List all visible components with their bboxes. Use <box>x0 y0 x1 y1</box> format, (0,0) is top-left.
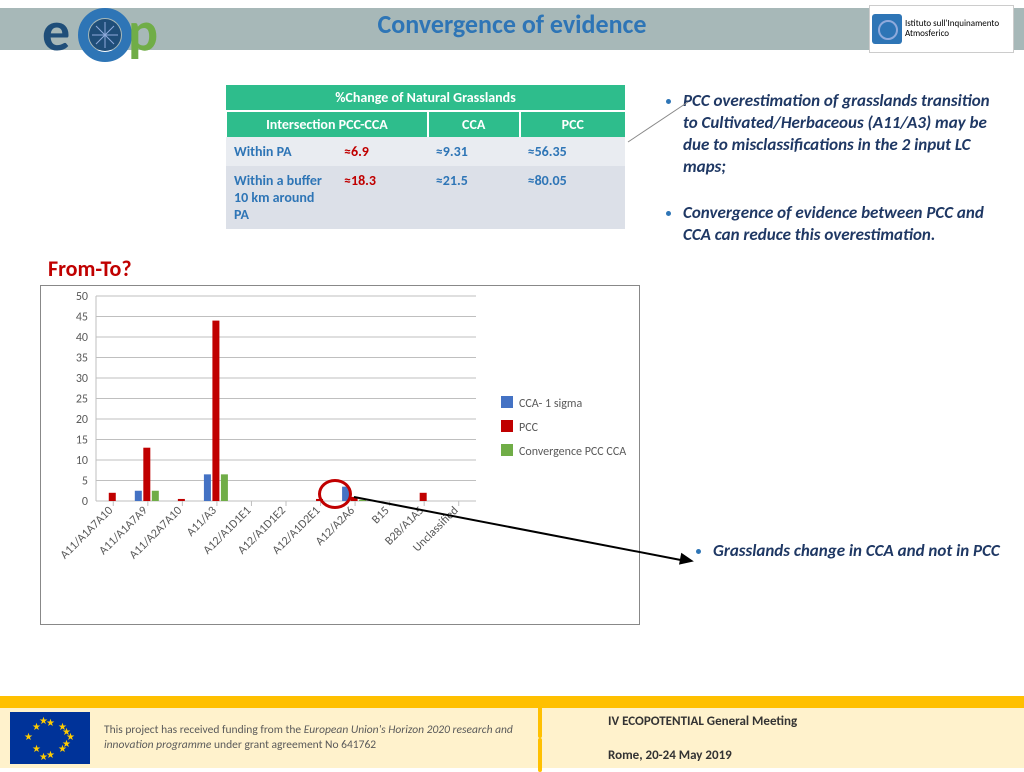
svg-text:25: 25 <box>76 393 88 407</box>
svg-text:CCA- 1 sigma: CCA- 1 sigma <box>519 397 583 411</box>
footer: ★ ★ ★ ★ ★ ★ ★ ★ ★ ★ ★ ★ This project has… <box>0 696 1024 768</box>
bullet-1: PCC overestimation of grasslands transit… <box>683 90 1005 178</box>
bullet-list-3: Grasslands change in CCA and not in PCC <box>695 540 1005 562</box>
from-to-label: From-To? <box>48 255 132 282</box>
svg-text:20: 20 <box>76 413 88 427</box>
row-label: Within a buffer 10 km around PA <box>226 166 336 229</box>
cell-pcc: ≈80.05 <box>520 166 625 229</box>
svg-text:Convergence PCC CCA: Convergence PCC CCA <box>519 445 626 459</box>
svg-text:15: 15 <box>76 434 88 448</box>
bullet-2: Convergence of evidence between PCC and … <box>683 202 1005 246</box>
svg-text:5: 5 <box>82 475 88 489</box>
grasslands-table: %Change of Natural Grasslands Intersecti… <box>225 85 625 229</box>
institute-text: Istituto sull'Inquinamento Atmosferico <box>905 19 1011 39</box>
svg-text:B15: B15 <box>369 504 392 527</box>
meeting-info: IV ECOPOTENTIAL General Meeting Rome, 20… <box>538 704 797 772</box>
cell-cca: ≈21.5 <box>428 166 520 229</box>
svg-text:35: 35 <box>76 352 88 366</box>
svg-text:p: p <box>128 0 158 66</box>
bullet-list: PCC overestimation of grasslands transit… <box>665 90 1005 271</box>
svg-text:10: 10 <box>76 454 88 468</box>
bar-chart: 05101520253035404550A11/A1A7A10A11/A1A7A… <box>40 285 640 625</box>
eu-flag: ★ ★ ★ ★ ★ ★ ★ ★ ★ ★ ★ ★ <box>10 712 90 764</box>
svg-text:45: 45 <box>76 311 88 325</box>
arrow-head <box>679 553 695 567</box>
row-label: Within PA <box>226 137 336 166</box>
logo-institute: Istituto sull'Inquinamento Atmosferico <box>869 5 1014 53</box>
cell-inter: ≈6.9 <box>336 137 428 166</box>
cell-pcc: ≈56.35 <box>520 137 625 166</box>
funding-text: This project has received funding from t… <box>104 723 524 753</box>
logo-ecopotential: e p <box>40 0 170 75</box>
institute-icon <box>872 14 902 44</box>
svg-text:50: 50 <box>76 290 88 304</box>
cell-inter: ≈18.3 <box>336 166 428 229</box>
table-header-main: %Change of Natural Grasslands <box>226 85 625 111</box>
table-header-pcc: PCC <box>520 111 625 137</box>
svg-text:PCC: PCC <box>519 421 539 435</box>
table-header-cca: CCA <box>428 111 520 137</box>
table-row: Within PA ≈6.9 ≈9.31 ≈56.35 <box>226 137 625 166</box>
svg-text:e: e <box>42 0 70 66</box>
table-row: Within a buffer 10 km around PA ≈18.3 ≈2… <box>226 166 625 229</box>
svg-text:40: 40 <box>76 331 88 345</box>
svg-text:30: 30 <box>76 372 88 386</box>
cell-cca: ≈9.31 <box>428 137 520 166</box>
table-header-intersection: Intersection PCC-CCA <box>226 111 428 137</box>
bullet-3: Grasslands change in CCA and not in PCC <box>713 540 1005 562</box>
svg-text:0: 0 <box>82 495 88 509</box>
